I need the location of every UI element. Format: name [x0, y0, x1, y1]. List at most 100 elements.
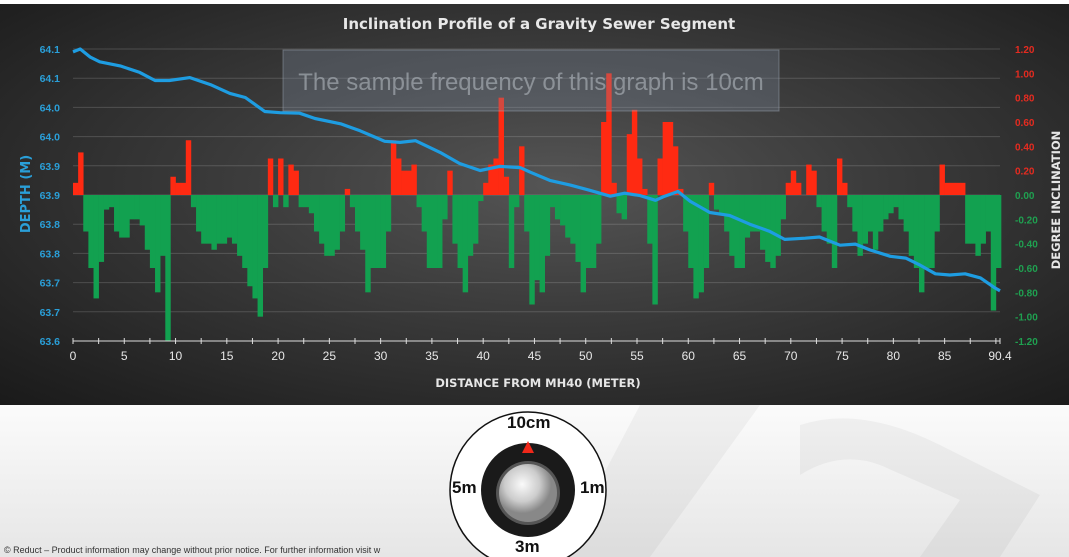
annotation-box [282, 49, 780, 112]
negative-inclination-bar [775, 195, 781, 256]
positive-inclination-bar [642, 188, 648, 195]
y-left-tick-label: 63.8 [40, 219, 61, 231]
positive-inclination-bar [390, 140, 397, 195]
negative-inclination-bar [247, 195, 253, 287]
negative-inclination-bar [534, 195, 540, 281]
negative-inclination-bar [354, 195, 361, 232]
y-left-tick-label: 63.9 [40, 190, 61, 202]
x-tick-label: 30 [374, 349, 388, 363]
negative-inclination-bar [416, 195, 422, 208]
dial-label-10cm[interactable]: 10cm [507, 413, 551, 432]
x-tick-label: 20 [271, 349, 285, 363]
negative-inclination-bar [898, 195, 904, 220]
y-right-tick-label: 0.20 [1015, 167, 1035, 178]
negative-inclination-bar [888, 195, 894, 214]
y-left-tick-label: 63.8 [40, 248, 61, 260]
negative-inclination-bar [426, 195, 433, 268]
negative-inclination-bar [565, 195, 571, 238]
negative-inclination-bar [975, 195, 981, 256]
y-left-tick-label: 63.9 [40, 161, 61, 173]
y-right-tick-label: -1.00 [1015, 313, 1038, 324]
negative-inclination-bar [580, 195, 587, 293]
positive-inclination-bar [806, 164, 812, 195]
negative-inclination-bar [155, 195, 161, 293]
y-axis-right: 1.20 1.00 0.80 0.60 0.40 0.20 0.00 -0.20 -0.40 -0… [1015, 45, 1038, 348]
positive-inclination-bar [626, 134, 633, 195]
positive-inclination-bar [447, 170, 453, 195]
negative-inclination-bar [103, 195, 110, 210]
dial-label-3m[interactable]: 3m [515, 537, 540, 556]
positive-inclination-bar [949, 182, 956, 195]
negative-inclination-bar [965, 195, 971, 244]
dial-label-5m[interactable]: 5m [452, 478, 477, 497]
positive-inclination-bar [175, 182, 181, 195]
x-tick-label: 50 [579, 349, 593, 363]
negative-inclination-bar [360, 195, 366, 250]
y-right-tick-label: 1.00 [1015, 69, 1035, 80]
negative-inclination-bar [513, 195, 520, 208]
negative-inclination-bar [478, 195, 484, 202]
sample-frequency-dial[interactable] [428, 405, 628, 557]
dial-knob[interactable] [499, 464, 557, 522]
positive-inclination-bar [611, 182, 617, 195]
y-axis-left: 64.1 64.1 64.0 64.0 63.9 63.9 63.8 63.8 63.7 63.7… [40, 44, 61, 348]
positive-inclination-bar [278, 158, 284, 195]
negative-inclination-bar [308, 195, 315, 214]
negative-inclination-bar [93, 195, 99, 299]
negative-inclination-bar [985, 195, 992, 232]
negative-inclination-bar [431, 195, 438, 268]
x-tick-label: 85 [938, 349, 952, 363]
y-axis-left-label: DEPTH (M) [19, 155, 34, 233]
positive-inclination-bar [483, 182, 489, 195]
negative-inclination-bar [206, 195, 212, 244]
x-tick-label: 90.4 [988, 349, 1012, 363]
positive-inclination-bar [488, 164, 494, 195]
positive-inclination-bar [662, 122, 669, 195]
x-tick-label: 40 [476, 349, 490, 363]
negative-inclination-bar [231, 195, 238, 244]
positive-inclination-bar [396, 158, 402, 195]
x-axis-label: DISTANCE FROM MH40 (METER) [435, 376, 640, 390]
negative-inclination-bar [144, 195, 151, 250]
negative-inclination-bar [816, 195, 822, 208]
y-left-tick-label: 63.7 [40, 278, 61, 290]
positive-inclination-bar [401, 170, 407, 195]
positive-inclination-bar [811, 170, 817, 195]
positive-inclination-bar [842, 182, 848, 195]
positive-inclination-bar [344, 188, 351, 195]
negative-inclination-bar [319, 195, 325, 244]
negative-inclination-bar [698, 195, 704, 293]
x-tick-label: 15 [220, 349, 234, 363]
negative-inclination-bar [134, 195, 140, 220]
negative-inclination-bar [524, 195, 530, 232]
depth-line [72, 47, 1001, 293]
negative-inclination-bar [929, 195, 935, 268]
x-tick-label: 45 [528, 349, 542, 363]
negative-inclination-bar [862, 195, 869, 244]
negative-inclination-bar [201, 195, 207, 244]
x-tick-label: 75 [835, 349, 849, 363]
negative-inclination-bar [149, 195, 156, 268]
negative-inclination-bar [688, 195, 694, 268]
negative-inclination-bar [877, 195, 884, 232]
y-right-tick-label: 0.40 [1015, 142, 1035, 153]
y-right-tick-label: 0.80 [1015, 94, 1035, 105]
negative-inclination-bar [821, 195, 828, 232]
y-right-tick-label: 1.20 [1015, 45, 1035, 56]
negative-inclination-bar [108, 195, 115, 208]
x-tick-label: 55 [630, 349, 644, 363]
negative-inclination-bar [334, 195, 340, 250]
x-tick-label: 25 [323, 349, 337, 363]
dial-label-1m[interactable]: 1m [580, 478, 605, 497]
negative-inclination-bar [242, 195, 248, 268]
negative-inclination-bar [903, 195, 910, 232]
y-right-tick-label: 0.60 [1015, 118, 1035, 129]
negative-inclination-bar [339, 195, 346, 232]
negative-inclination-bar [754, 195, 761, 232]
negative-inclination-bar [585, 195, 592, 268]
negative-inclination-bar [539, 195, 546, 293]
positive-inclination-bar [519, 146, 525, 195]
footer-disclaimer: © Reduct – Product information may chang… [4, 545, 381, 555]
positive-inclination-bar [954, 182, 961, 195]
negative-inclination-bar [303, 195, 310, 208]
